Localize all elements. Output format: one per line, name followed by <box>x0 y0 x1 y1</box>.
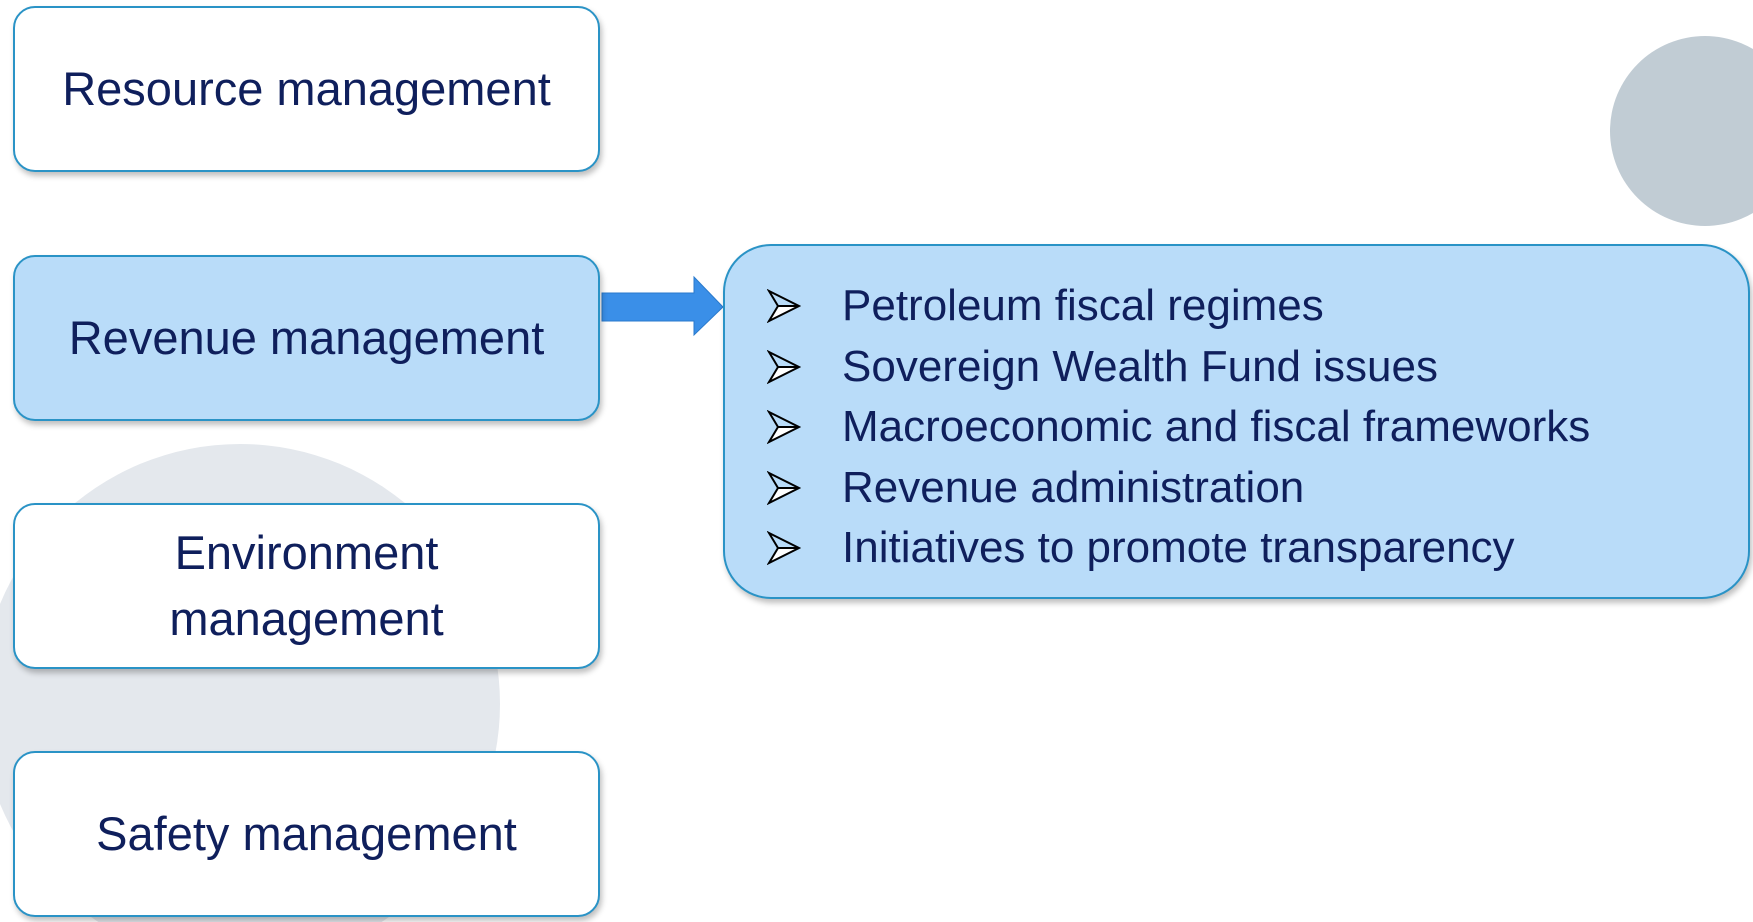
bullet <box>767 531 801 565</box>
category-label: Environment management <box>169 526 444 645</box>
decor-circle <box>1610 36 1753 226</box>
detail-item: Macroeconomic and fiscal frameworks <box>725 397 1748 458</box>
detail-list: Petroleum fiscal regimes Sovereign Wealth… <box>725 246 1748 579</box>
detail-text: Petroleum fiscal regimes <box>842 281 1324 330</box>
bullet <box>767 349 801 384</box>
arrow <box>601 275 724 337</box>
category-label: Resource management <box>62 62 551 115</box>
detail-text: Initiatives to promote transparency <box>842 523 1515 572</box>
detail-text: Sovereign Wealth Fund issues <box>842 341 1438 391</box>
bullet <box>767 470 801 505</box>
detail-item: Initiatives to promote transparency <box>725 518 1748 579</box>
category-label: Revenue management <box>68 311 545 364</box>
detail-text: Macroeconomic and fiscal frameworks <box>842 402 1591 451</box>
bullet <box>767 289 801 323</box>
detail-item: Sovereign Wealth Fund issues <box>725 337 1748 398</box>
detail-text: Revenue administration <box>842 462 1305 512</box>
detail-box: Petroleum fiscal regimes Sovereign Wealth… <box>723 244 1750 599</box>
category-box: Environment management <box>13 503 600 669</box>
detail-item: Revenue administration <box>725 458 1748 519</box>
category-box: Revenue management <box>13 255 600 421</box>
category-box: Resource management <box>13 6 600 172</box>
detail-item: Petroleum fiscal regimes <box>725 276 1748 337</box>
bullet <box>767 410 801 444</box>
category-box: Safety management <box>13 751 600 917</box>
category-label: Safety management <box>96 807 517 860</box>
